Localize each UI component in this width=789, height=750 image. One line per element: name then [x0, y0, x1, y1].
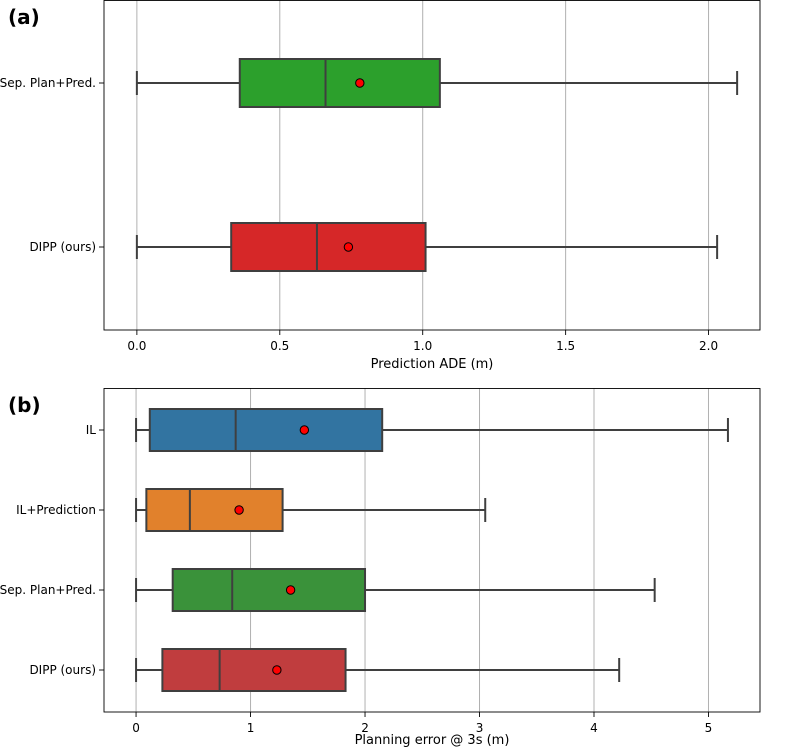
sep-plan-pred-box	[171, 568, 367, 612]
dipp-ours-box	[230, 222, 427, 272]
panel-label: (a)	[8, 5, 40, 29]
xtick-label-0: 0	[132, 721, 140, 735]
xtick-label-2: 2	[361, 721, 369, 735]
il-box	[148, 408, 384, 452]
il-mean-marker	[299, 425, 310, 435]
axes-frame	[103, 0, 761, 331]
xtick-label-3: 3	[476, 721, 484, 735]
xtick-label-1: 1	[247, 721, 255, 735]
xtick-label-1: 0.5	[270, 339, 289, 353]
dipp-ours-box	[161, 648, 347, 692]
panel-0: Sep. Plan+Pred. DIPP (ours) 0.0 0.5 1.0 1.5 2.…	[0, 0, 761, 372]
xtick-label-0: 0.0	[127, 339, 146, 353]
panel-label: (b)	[8, 393, 41, 417]
sep-plan-pred-ytick-label: Sep. Plan+Pred.	[0, 583, 96, 597]
xtick-label-5: 5	[705, 721, 713, 735]
xtick-label-4: 2.0	[699, 339, 718, 353]
dipp-ours-mean-marker	[343, 242, 354, 252]
dipp-ours-ytick-label: DIPP (ours)	[29, 240, 96, 254]
il-prediction-ytick-label: IL+Prediction	[16, 503, 96, 517]
sep-plan-pred-ytick-label: Sep. Plan+Pred.	[0, 76, 96, 90]
axes-frame	[103, 388, 761, 713]
xtick-label-4: 4	[590, 721, 598, 735]
il-prediction-mean-marker	[234, 505, 244, 515]
sep-plan-pred-mean-marker	[355, 78, 365, 88]
x-axis-label: Prediction ADE (m)	[371, 357, 494, 372]
x-axis-label: Planning error @ 3s (m)	[355, 733, 510, 748]
sep-plan-pred-box	[238, 58, 441, 108]
xtick-label-2: 1.0	[413, 339, 432, 353]
dipp-ours-mean-marker	[272, 665, 282, 675]
dipp-ours-ytick-label: DIPP (ours)	[29, 663, 96, 677]
panel-1: IL IL+Prediction Sep. Plan+Pred. DIPP (ours…	[0, 388, 761, 748]
il-ytick-label: IL	[86, 423, 97, 437]
sep-plan-pred-mean-marker	[285, 585, 296, 595]
il-prediction-box	[145, 488, 284, 532]
xtick-label-3: 1.5	[556, 339, 575, 353]
